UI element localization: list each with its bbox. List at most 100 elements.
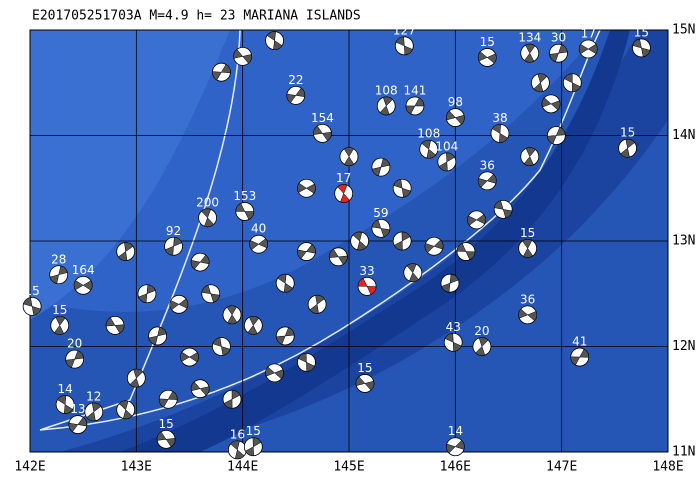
depth-label: 164 — [72, 263, 95, 277]
beach-ball — [357, 276, 377, 296]
ball-quadrant — [424, 239, 444, 253]
ball-quadrant — [180, 351, 199, 363]
beach-ball — [371, 218, 391, 238]
ball-quadrant — [23, 297, 42, 316]
depth-label: 22 — [288, 73, 303, 87]
depth-label: 17 — [581, 26, 596, 40]
ball-quadrant — [297, 182, 316, 194]
ball-quadrant — [446, 439, 465, 454]
depth-label: 154 — [311, 111, 334, 125]
ball-quadrant — [446, 110, 465, 125]
depth-label: 33 — [359, 264, 374, 278]
ball-quadrant — [518, 308, 537, 322]
ball-quadrant — [343, 147, 355, 166]
beach-ball — [65, 349, 85, 369]
ball-quadrant — [632, 38, 651, 58]
ball-quadrant — [164, 237, 183, 256]
lon-label: 147E — [546, 460, 577, 475]
beach-ball — [201, 284, 221, 304]
ball-quadrant — [329, 248, 348, 265]
lon-label: 142E — [14, 460, 45, 475]
beach-ball — [355, 374, 375, 393]
lon-label: 145E — [333, 460, 364, 475]
ball-quadrant — [379, 96, 393, 116]
beach-ball — [578, 39, 598, 59]
beach-ball — [116, 242, 136, 261]
beach-ball — [222, 305, 242, 325]
beach-ball — [334, 184, 354, 203]
beach-ball — [419, 139, 439, 159]
depth-label: 16 — [230, 427, 245, 441]
beach-ball — [105, 315, 125, 335]
ball-quadrant — [190, 381, 210, 396]
beach-ball — [313, 123, 332, 143]
beach-ball — [126, 368, 146, 388]
ball-quadrant — [357, 277, 377, 295]
lon-label: 144E — [227, 460, 258, 475]
ball-quadrant — [275, 327, 295, 345]
beach-ball — [307, 294, 327, 314]
depth-label: 15 — [634, 25, 649, 39]
ball-quadrant — [233, 49, 252, 64]
ball-quadrant — [266, 31, 283, 50]
beach-ball — [570, 347, 590, 367]
beach-ball — [297, 178, 316, 198]
beach-ball — [520, 147, 540, 167]
beach-ball — [394, 36, 414, 56]
ball-quadrant — [86, 402, 102, 422]
depth-label: 15 — [52, 303, 67, 317]
depth-label: 43 — [446, 320, 461, 334]
beach-ball — [618, 138, 637, 158]
depth-label: 40 — [251, 222, 266, 236]
ball-quadrant — [245, 437, 262, 456]
beach-ball — [116, 400, 136, 420]
ball-quadrant — [393, 179, 412, 198]
ball-quadrant — [355, 376, 375, 391]
beach-ball — [164, 236, 183, 256]
beach-ball — [49, 265, 69, 285]
beach-ball — [233, 46, 253, 66]
beach-ball — [437, 152, 457, 172]
depth-label: 98 — [448, 95, 463, 109]
beach-ball — [180, 347, 199, 367]
depth-label: 15 — [620, 126, 635, 140]
beach-ball — [55, 395, 75, 414]
ball-quadrant — [247, 316, 260, 335]
beach-ball — [22, 297, 42, 316]
depth-label: 41 — [572, 335, 587, 349]
beach-ball — [632, 38, 651, 58]
depth-label: 153 — [233, 189, 256, 203]
beach-ball — [148, 326, 168, 346]
beach-ball — [371, 157, 391, 177]
ball-quadrant — [201, 208, 215, 228]
beach-ball — [158, 389, 178, 409]
ball-quadrant — [158, 391, 178, 408]
ball-quadrant — [444, 333, 462, 352]
beach-ball — [531, 73, 550, 93]
ball-quadrant — [438, 152, 455, 172]
ball-quadrant — [475, 337, 489, 356]
ball-quadrant — [477, 173, 497, 188]
ball-quadrant — [620, 138, 635, 158]
ball-quadrant — [156, 431, 176, 448]
depth-label: 14 — [57, 382, 72, 396]
beach-ball — [541, 94, 561, 114]
depth-label: 92 — [166, 224, 181, 238]
depth-label: 108 — [375, 83, 398, 97]
beach-ball — [376, 96, 396, 116]
map-title: E201705251703A M=4.9 h= 23 MARIANA ISLAN… — [32, 9, 361, 24]
depth-label: 17 — [336, 171, 351, 185]
lat-label: 15N — [672, 23, 695, 38]
beach-ball — [493, 199, 513, 219]
beach-ball — [546, 126, 566, 145]
ball-quadrant — [494, 200, 513, 219]
ball-quadrant — [65, 350, 84, 368]
beach-ball — [328, 247, 348, 267]
beach-ball — [169, 294, 189, 314]
beach-ball — [424, 236, 444, 256]
ball-quadrant — [337, 184, 350, 203]
beach-ball — [297, 242, 316, 261]
ball-quadrant — [297, 244, 316, 260]
ball-quadrant — [393, 231, 411, 251]
beach-ball — [235, 202, 255, 221]
